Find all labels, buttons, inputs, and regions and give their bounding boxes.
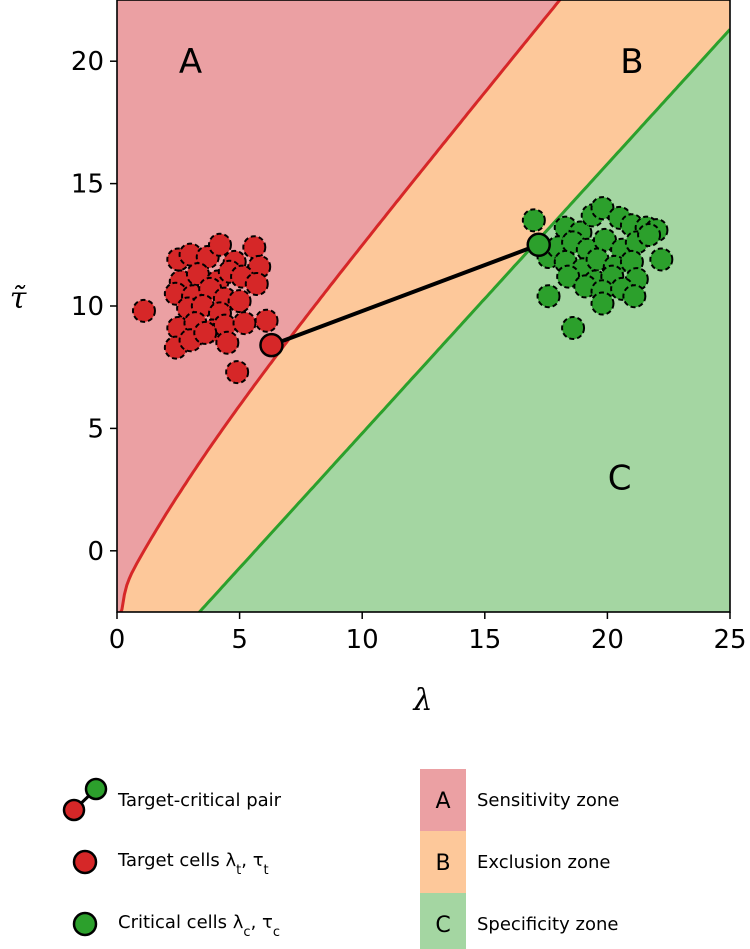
critical-cell-point — [521, 208, 546, 233]
target-cell-point — [225, 360, 250, 385]
legend-zone-letter: A — [435, 789, 450, 814]
target-cell-point — [227, 289, 252, 314]
x-tick-label: 0 — [109, 625, 126, 655]
critical-cell-point — [561, 316, 586, 341]
target-cell-point — [244, 271, 269, 296]
y-axis: 0 5 10 15 20 — [71, 47, 117, 567]
legend-target-marker — [72, 849, 98, 875]
y-tick-label: 10 — [71, 292, 104, 322]
legend-target-label: Target cells λt, τt — [117, 850, 269, 878]
zone-label-c: C — [608, 458, 632, 498]
y-tick-label: 5 — [87, 414, 104, 444]
legend-zone-label: Specificity zone — [477, 914, 618, 935]
critical-cell-point — [590, 291, 615, 316]
y-axis-label: τ̃ — [10, 281, 27, 316]
target-cell-point — [242, 235, 267, 260]
legend-zone-letter: C — [435, 913, 450, 938]
critical-cell-point — [536, 284, 561, 309]
target-cell-point — [193, 320, 218, 345]
target-cell-point — [215, 330, 240, 355]
y-tick-label: 20 — [71, 47, 104, 77]
upper-boundary-line — [119, 0, 562, 612]
x-tick-label: 15 — [468, 625, 501, 655]
zone-label-a: A — [179, 42, 202, 82]
zone-a-fill — [117, 0, 560, 612]
target-cell-point — [207, 232, 232, 257]
y-tick-label: 15 — [71, 170, 104, 200]
pair-critical-point — [526, 232, 551, 258]
critical-cell-point — [637, 223, 662, 248]
target-cell-point — [131, 298, 156, 323]
zone-label-b: B — [620, 42, 643, 82]
x-axis-label: λ — [412, 683, 432, 718]
y-tick-label: 0 — [87, 537, 104, 567]
legend-zone-label: Sensitivity zone — [477, 790, 619, 811]
legend-pair-icon — [62, 777, 108, 822]
legend-zone-swatch-c — [420, 893, 466, 949]
x-tick-label: 5 — [231, 625, 248, 655]
legend-zone-label: Exclusion zone — [477, 852, 610, 873]
critical-cell-point — [622, 284, 647, 309]
pair-target-point — [259, 332, 284, 358]
critical-cell-point — [649, 247, 674, 272]
legend: Target-critical pair Target cells λt, τt… — [62, 769, 619, 949]
x-tick-label: 25 — [713, 625, 746, 655]
plot-area: A B C — [116, 0, 731, 613]
target-cell-point — [254, 308, 279, 333]
pair-connector-line — [270, 242, 540, 348]
critical-cell-point — [556, 264, 581, 289]
legend-zone-letter: B — [435, 851, 450, 876]
target-cell-point — [232, 311, 257, 336]
legend-critical-label: Critical cells λc, τc — [118, 912, 280, 940]
legend-critical-marker — [72, 911, 98, 937]
lower-boundary-line — [197, 28, 730, 612]
legend-pair-label: Target-critical pair — [117, 790, 282, 811]
legend-zone-swatch-b — [420, 831, 466, 893]
legend-zone-swatch-a — [420, 769, 466, 831]
x-axis: 0 5 10 15 20 25 — [109, 612, 747, 655]
x-tick-label: 10 — [346, 625, 379, 655]
critical-cell-point — [590, 196, 615, 221]
x-tick-label: 20 — [591, 625, 624, 655]
